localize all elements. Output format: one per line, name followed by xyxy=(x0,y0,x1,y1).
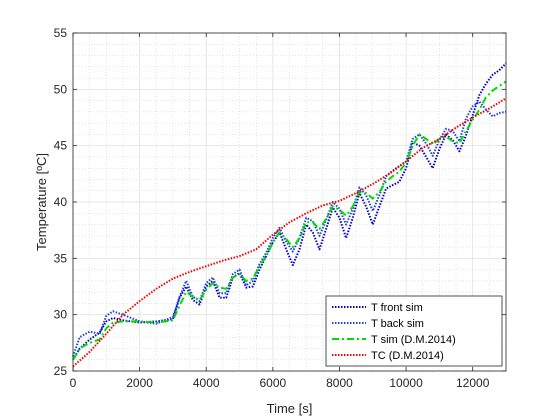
x-tick-label: 10000 xyxy=(389,376,423,390)
y-tick-label: 25 xyxy=(54,364,68,378)
legend-box xyxy=(325,295,503,367)
y-tick-label: 45 xyxy=(54,139,68,153)
x-tick-label: 8000 xyxy=(326,376,353,390)
legend: T front sim T back sim T sim (D.M.2014) TC … xyxy=(325,295,503,367)
x-tick-label: 4000 xyxy=(193,376,220,390)
series-line-2 xyxy=(72,100,507,357)
tick-layer: 0 2000 4000 6000 8000 10000 12000 25 30 35 40 45 50 5… xyxy=(54,26,506,390)
series-layer xyxy=(72,62,507,368)
series-line-1 xyxy=(72,62,507,361)
x-tick-label: 12000 xyxy=(456,376,490,390)
y-tick-label: 40 xyxy=(54,195,68,209)
y-tick-label: 50 xyxy=(54,82,68,96)
y-axis-label: Temperature [ºC] xyxy=(34,153,49,251)
legend-entry-label: T sim (D.M.2014) xyxy=(371,334,456,346)
y-tick-label: 35 xyxy=(54,251,68,265)
x-tick-label: 0 xyxy=(70,376,77,390)
series-line-4 xyxy=(72,97,507,368)
y-tick-label: 55 xyxy=(54,26,68,40)
x-tick-label: 2000 xyxy=(126,376,153,390)
legend-entry-label: T back sim xyxy=(371,318,424,330)
series-line-3 xyxy=(72,80,507,361)
x-axis-label: Time [s] xyxy=(267,401,313,416)
x-tick-label: 6000 xyxy=(259,376,286,390)
legend-entry-label: T front sim xyxy=(371,302,423,314)
legend-entry-label: TC (D.M.2014) xyxy=(371,350,444,362)
y-tick-label: 30 xyxy=(54,308,68,322)
